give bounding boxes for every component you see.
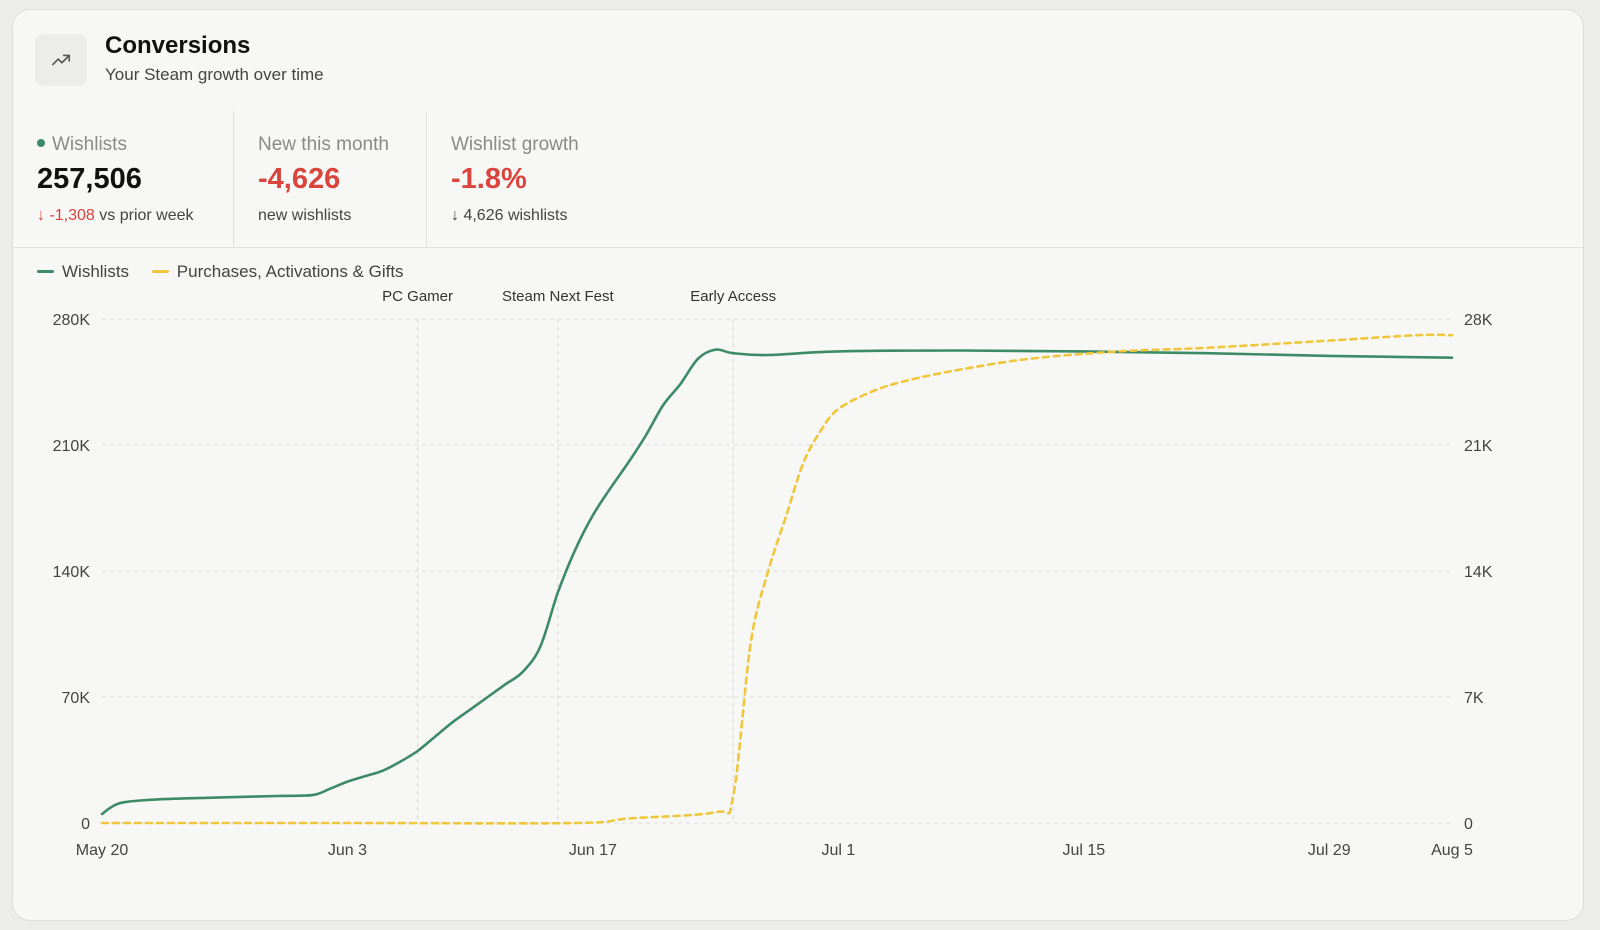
x-tick-label: Jul 29 [1308,842,1351,859]
legend-swatch [37,270,54,273]
card-subtitle: Your Steam growth over time [105,65,324,84]
x-tick-label: Jun 3 [328,842,367,859]
wishlists-dot-icon [37,138,45,147]
y-left-tick-label: 0 [81,816,90,833]
stat-value: -1.8% [451,163,527,195]
stat-value: -4,626 [258,163,341,195]
y-right-tick-label: 14K [1464,564,1493,581]
x-tick-label: Jul 1 [821,842,855,859]
stat-sub: new wishlists [258,207,352,224]
stat-sub: 4,626 wishlists [463,207,568,224]
y-left-tick-label: 140K [53,564,91,581]
stat-wishlist-growth: Wishlist growth -1.8% ↓ 4,626 wishlists [426,111,686,247]
legend-label: Wishlists [62,261,130,281]
y-left-tick-label: 70K [62,690,91,707]
y-left-tick-label: 280K [53,312,91,329]
legend-item-wishlists[interactable]: Wishlists [37,262,129,282]
stat-label: Wishlists [52,134,127,155]
stat-label: New this month [258,134,389,155]
conversions-chart: 0 0 70K 7K 140K 14K 210K 21K 280K 28K PC Gamer Stea… [53,288,1493,859]
purchases-series-line [100,333,1454,825]
y-right-tick-label: 0 [1464,816,1473,833]
x-tick-label: May 20 [76,842,129,859]
card-title: Conversions [105,32,251,59]
x-tick-label: Aug 5 [1431,842,1473,859]
annotation-label: PC Gamer [382,288,453,305]
stat-value: 257,506 [37,163,142,195]
annotation-label: Early Access [690,288,776,305]
legend-label: Purchases, Activations & Gifts [176,261,404,281]
x-tick-label: Jul 15 [1062,842,1105,859]
arrow-down-icon: ↓ [451,207,459,224]
x-tick-label: Jun 17 [569,842,617,859]
conversions-card: Conversions Your Steam growth over time … [12,9,1584,921]
trending-up-icon [35,34,87,86]
arrow-down-icon: ↓ [37,207,45,224]
stat-new-this-month: New this month -4,626 new wishlists [233,111,426,247]
chart-legend: Wishlists Purchases, Activations & Gifts [37,258,422,281]
wishlists-series-line [100,348,1454,816]
stat-label: Wishlist growth [451,134,579,155]
stat-delta-suffix: vs prior week [99,207,194,224]
stat-wishlists: Wishlists 257,506 ↓ -1,308 vs prior week [13,111,233,247]
card-header: Conversions Your Steam growth over time [13,10,1583,110]
legend-item-purchases[interactable]: Purchases, Activations & Gifts [151,261,404,282]
stat-delta: -1,308 [49,207,95,224]
annotation-label: Steam Next Fest [502,288,615,305]
y-right-tick-label: 28K [1464,312,1493,329]
y-right-tick-label: 7K [1464,690,1484,707]
stats-row: Wishlists 257,506 ↓ -1,308 vs prior week… [13,111,1583,248]
legend-swatch [151,270,169,273]
y-left-tick-label: 210K [53,438,91,455]
y-right-tick-label: 21K [1464,438,1493,455]
